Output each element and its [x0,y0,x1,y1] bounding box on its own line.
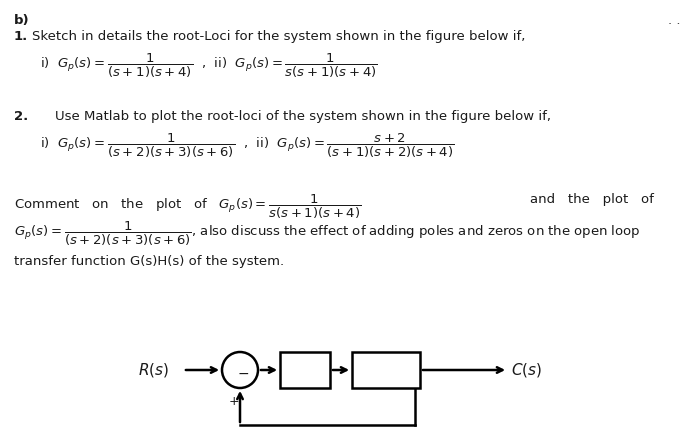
Text: . .: . . [668,14,681,27]
Text: 2.: 2. [14,110,28,123]
Text: i)  $G_p(s) = \dfrac{1}{(s+1)(s+4)}$  ,  ii)  $G_p(s) = \dfrac{1}{s(s+1)(s+4)}$: i) $G_p(s) = \dfrac{1}{(s+1)(s+4)}$ , ii… [40,52,378,80]
Text: and   the   plot   of: and the plot of [530,193,654,206]
Text: $C(s)$: $C(s)$ [511,361,542,379]
Text: b): b) [14,14,30,27]
Bar [352,352,420,388]
Bar [280,352,330,388]
Text: Use Matlab to plot the root-loci of the system shown in the figure below if,: Use Matlab to plot the root-loci of the … [55,110,551,123]
Text: i)  $G_p(s) = \dfrac{1}{(s+2)(s+3)(s+6)}$  ,  ii)  $G_p(s) = \dfrac{s+2}{(s+1)(s: i) $G_p(s) = \dfrac{1}{(s+2)(s+3)(s+6)}$… [40,132,455,160]
Text: $G_p(s) = \dfrac{1}{(s+2)(s+3)(s+6)}$, also discuss the effect of adding poles a: $G_p(s) = \dfrac{1}{(s+2)(s+3)(s+6)}$, a… [14,220,641,248]
Text: $G_p(s)$: $G_p(s)$ [371,361,402,379]
Text: Comment   on   the   plot   of   $G_p(s) = \dfrac{1}{s(s+1)(s+4)}$: Comment on the plot of $G_p(s) = \dfrac{… [14,193,361,221]
Text: +: + [229,395,239,408]
Text: Sketch in details the root-Loci for the system shown in the figure below if,: Sketch in details the root-Loci for the … [32,30,526,43]
Text: transfer function G(s)H(s) of the system.: transfer function G(s)H(s) of the system… [14,255,284,268]
Text: 1.: 1. [14,30,28,43]
Text: $K$: $K$ [298,362,311,378]
Text: $R(s)$: $R(s)$ [138,361,169,379]
Text: −: − [237,367,249,381]
